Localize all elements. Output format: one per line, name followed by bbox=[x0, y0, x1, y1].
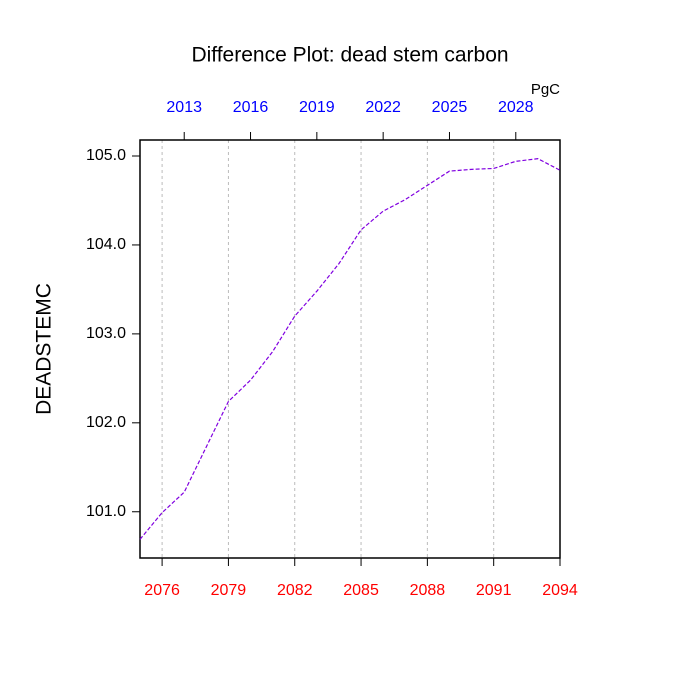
x-tick-label: 2094 bbox=[542, 582, 578, 599]
x2-tick-label: 2028 bbox=[498, 99, 534, 116]
x2-tick-label: 2016 bbox=[233, 99, 269, 116]
units-label: PgC bbox=[531, 81, 560, 98]
x2-tick-label: 2013 bbox=[166, 99, 202, 116]
x-tick-label: 2085 bbox=[343, 582, 379, 599]
x2-tick-label: 2025 bbox=[432, 99, 468, 116]
x-tick-label: 2088 bbox=[410, 582, 446, 599]
y-tick-label: 101.0 bbox=[86, 503, 126, 520]
x-tick-label: 2079 bbox=[211, 582, 247, 599]
plot-frame bbox=[139, 139, 561, 559]
y-tick-label: 104.0 bbox=[86, 236, 126, 253]
x-tick-label: 2091 bbox=[476, 582, 512, 599]
y-axis-label: DEADSTEMC bbox=[33, 283, 56, 415]
x2-tick-label: 2019 bbox=[299, 99, 335, 116]
data-line bbox=[139, 158, 561, 540]
y-tick-label: 103.0 bbox=[86, 325, 126, 342]
y-tick-label: 102.0 bbox=[86, 414, 126, 431]
x-tick-label: 2076 bbox=[144, 582, 180, 599]
x2-tick-label: 2022 bbox=[365, 99, 401, 116]
y-tick-label: 105.0 bbox=[86, 147, 126, 164]
chart-title: Difference Plot: dead stem carbon bbox=[191, 44, 508, 67]
x-tick-label: 2082 bbox=[277, 582, 313, 599]
